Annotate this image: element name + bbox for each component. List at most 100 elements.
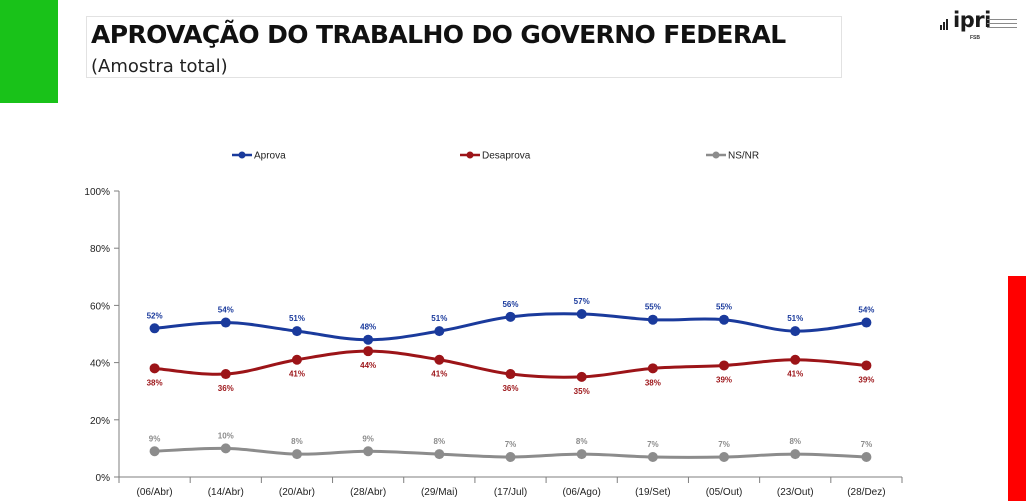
data-point-1-5 xyxy=(505,369,516,380)
data-label-1-3: 44% xyxy=(360,361,376,370)
data-label-1-8: 39% xyxy=(716,375,732,384)
data-label-2-0: 9% xyxy=(149,434,161,443)
data-point-0-1 xyxy=(220,317,231,328)
chart-legend: Aprova Desaprova NS/NR xyxy=(232,151,759,162)
data-label-2-3: 9% xyxy=(362,434,374,443)
legend-label-2: NS/NR xyxy=(728,151,759,162)
x-tick-label: (23/Out) xyxy=(777,487,814,498)
data-point-1-7 xyxy=(647,363,658,374)
x-tick-label: (28/Dez) xyxy=(847,487,885,498)
data-point-2-2 xyxy=(291,449,302,460)
ipri-logo-icon: ipri FSB xyxy=(940,8,1020,42)
data-label-2-6: 8% xyxy=(576,437,588,446)
x-tick-label: (29/Mai) xyxy=(421,487,458,498)
data-point-1-2 xyxy=(291,354,302,365)
data-label-2-5: 7% xyxy=(505,440,517,449)
data-point-2-4 xyxy=(434,449,445,460)
data-label-1-1: 36% xyxy=(218,384,234,393)
y-tick-label: 20% xyxy=(90,416,110,427)
x-tick-label: (06/Ago) xyxy=(563,487,601,498)
data-point-2-10 xyxy=(861,451,872,462)
chart-series: 52% 54% 51% 48% 51% 56% 57% 55% 55% 51% 54% 38% 36% 4… xyxy=(147,297,874,462)
y-tick-label: 40% xyxy=(90,359,110,370)
y-axis: 0% 20% 40% 60% 80% 100% xyxy=(84,187,120,484)
data-point-1-3 xyxy=(363,346,374,357)
x-tick-label: (06/Abr) xyxy=(137,487,173,498)
data-point-2-7 xyxy=(647,451,658,462)
data-point-2-9 xyxy=(790,449,801,460)
data-label-0-9: 51% xyxy=(787,314,803,323)
data-label-1-7: 38% xyxy=(645,378,661,387)
x-axis: (06/Abr) (14/Abr) (20/Abr) (28/Abr) (29/Mai)… xyxy=(118,476,903,498)
green-accent-block xyxy=(0,0,58,103)
data-label-2-1: 10% xyxy=(218,431,234,440)
data-point-0-4 xyxy=(434,326,445,337)
data-point-0-10 xyxy=(861,317,872,328)
data-label-0-0: 52% xyxy=(147,311,163,320)
data-point-0-3 xyxy=(363,334,374,345)
data-label-0-5: 56% xyxy=(502,300,518,309)
data-label-0-4: 51% xyxy=(431,314,447,323)
x-tick-label: (19/Set) xyxy=(635,487,671,498)
data-label-0-1: 54% xyxy=(218,306,234,315)
data-label-1-6: 35% xyxy=(574,387,590,396)
y-tick-label: 0% xyxy=(96,473,111,484)
data-point-2-1 xyxy=(220,443,231,454)
legend-marker-2 xyxy=(712,151,720,159)
data-label-2-9: 8% xyxy=(789,437,801,446)
y-tick-label: 80% xyxy=(90,244,110,255)
data-label-1-10: 39% xyxy=(858,375,874,384)
data-point-2-3 xyxy=(363,446,374,457)
data-label-2-4: 8% xyxy=(434,437,446,446)
data-point-1-0 xyxy=(149,363,160,374)
data-label-0-2: 51% xyxy=(289,314,305,323)
x-tick-label: (28/Abr) xyxy=(350,487,386,498)
legend-marker-0 xyxy=(238,151,246,159)
y-tick-label: 100% xyxy=(84,187,110,198)
logo-sub-mark: FSB xyxy=(970,35,980,41)
legend-marker-1 xyxy=(466,151,474,159)
data-point-1-8 xyxy=(719,360,730,371)
title-box: APROVAÇÃO DO TRABALHO DO GOVERNO FEDERAL… xyxy=(86,16,842,78)
data-point-0-2 xyxy=(291,326,302,337)
data-label-2-2: 8% xyxy=(291,437,303,446)
data-point-2-5 xyxy=(505,451,516,462)
data-point-1-4 xyxy=(434,354,445,365)
data-label-0-3: 48% xyxy=(360,323,376,332)
data-point-2-8 xyxy=(719,451,730,462)
data-point-1-1 xyxy=(220,369,231,380)
data-point-1-9 xyxy=(790,354,801,365)
data-label-0-8: 55% xyxy=(716,303,732,312)
page-title: APROVAÇÃO DO TRABALHO DO GOVERNO FEDERAL xyxy=(91,20,786,49)
page-subtitle: (Amostra total) xyxy=(91,56,228,77)
x-tick-label: (14/Abr) xyxy=(208,487,244,498)
red-accent-block xyxy=(1008,276,1026,501)
x-tick-label: (20/Abr) xyxy=(279,487,315,498)
data-label-0-6: 57% xyxy=(574,297,590,306)
logo-tagline-lines-icon xyxy=(987,19,1017,31)
legend-label-0: Aprova xyxy=(254,151,286,162)
data-point-0-8 xyxy=(719,314,730,325)
logo-bars-icon xyxy=(940,18,952,30)
data-label-1-0: 38% xyxy=(147,378,163,387)
data-label-1-4: 41% xyxy=(431,370,447,379)
data-label-0-10: 54% xyxy=(858,306,874,315)
data-point-0-6 xyxy=(576,308,587,319)
legend-label-1: Desaprova xyxy=(482,151,531,162)
data-label-2-8: 7% xyxy=(718,440,730,449)
data-point-0-5 xyxy=(505,311,516,322)
data-label-0-7: 55% xyxy=(645,303,661,312)
data-point-2-6 xyxy=(576,449,587,460)
data-label-2-7: 7% xyxy=(647,440,659,449)
data-label-1-5: 36% xyxy=(502,384,518,393)
data-point-0-7 xyxy=(647,314,658,325)
data-label-1-9: 41% xyxy=(787,370,803,379)
x-tick-label: (05/Out) xyxy=(706,487,743,498)
data-point-1-6 xyxy=(576,371,587,382)
data-point-2-0 xyxy=(149,446,160,457)
y-tick-label: 60% xyxy=(90,301,110,312)
data-label-1-2: 41% xyxy=(289,370,305,379)
x-tick-label: (17/Jul) xyxy=(494,487,527,498)
data-point-0-9 xyxy=(790,326,801,337)
data-point-1-10 xyxy=(861,360,872,371)
